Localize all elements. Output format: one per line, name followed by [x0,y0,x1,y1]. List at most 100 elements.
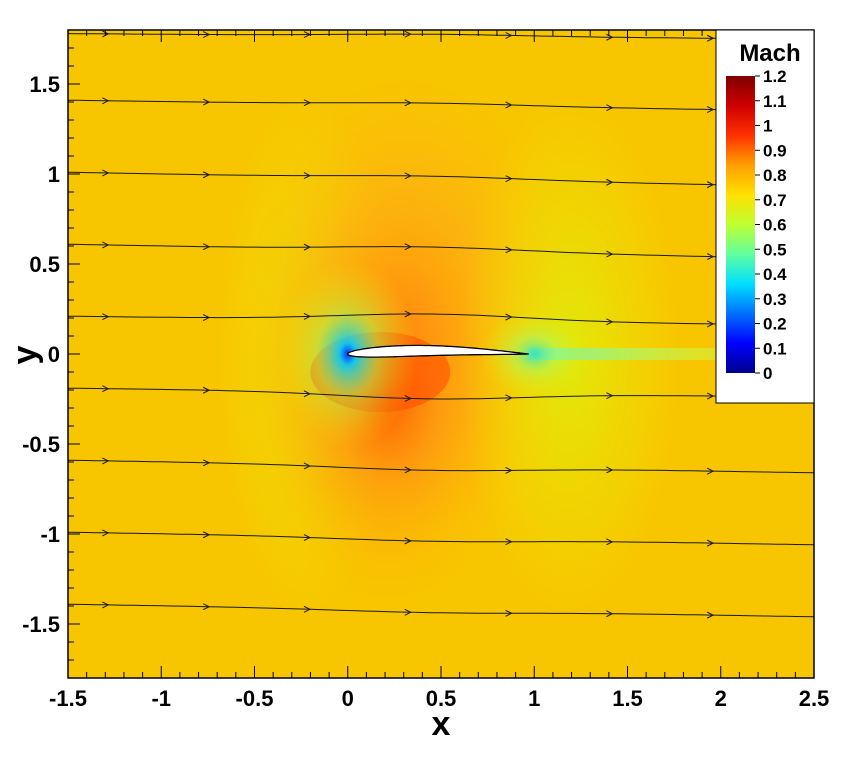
streamline-arrow [202,603,211,611]
streamlines [68,30,814,619]
streamline-arrow [505,175,513,183]
streamline-arrow [404,310,412,318]
x-tick-label: 2.5 [799,686,830,711]
x-axis: -1.5 -1 -0.5 0 0.5 1 1.5 2 2.5 [49,30,829,711]
streamline-arrow [202,531,211,539]
streamline-arrow [606,250,614,258]
streamline-arrow [303,462,312,470]
streamline-arrow [303,312,312,320]
colorbar-label: 0.7 [763,191,787,210]
streamline-arrow [606,538,614,546]
streamline-arrow [202,243,211,251]
streamline-arrow [505,609,513,617]
x-tick-label: 1 [528,686,540,711]
trailing-edge-region [479,309,590,399]
streamline-arrow [706,467,715,475]
streamline-arrow [706,34,715,42]
x-tick-label: 1.5 [612,686,643,711]
x-tick-label: 0 [342,686,354,711]
streamline-arrow [303,390,312,398]
streamline-arrow [706,539,715,547]
x-tick-label: -1.5 [49,686,87,711]
streamline-arrow [606,178,614,186]
streamline [68,243,814,260]
streamline-arrow [505,101,513,109]
streamline-arrow [303,99,312,107]
streamline-arrow [102,313,110,321]
colorbar-label: 0.5 [763,240,787,259]
streamline [68,99,814,112]
colorbar-label: 1.2 [763,67,787,86]
streamline [68,603,814,618]
colorbar-label: 1 [763,117,772,136]
streamline-arrow [102,385,110,393]
streamline [68,387,814,400]
y-axis-title: y [6,345,44,364]
colorbar-label: 0.2 [763,315,787,334]
y-axis: 1.5 1 0.5 0 -0.5 -1 -1.5 [22,29,80,679]
streamline-arrow [505,313,513,321]
streamline-arrow [404,30,412,38]
streamline-arrow [102,601,110,609]
y-tick-label: 0 [48,342,60,367]
streamline-arrow [102,457,110,465]
streamline-arrow [505,538,513,546]
y-tick-label: 0.5 [29,252,60,277]
streamline [68,313,814,326]
y-tick-label: -1.5 [22,612,60,637]
colorbar-legend: Mach 1.2 1.1 1 0.9 0.8 0.7 0.6 0.5 0.4 0.3 0.2 0.1 0 [715,29,815,404]
streamline-arrow [404,537,412,545]
x-tick-label: -0.5 [236,686,274,711]
x-axis-title: x [432,705,451,743]
streamline-arrow [102,241,110,249]
streamline-arrow [303,605,312,613]
streamline-arrow [202,98,211,106]
streamline [68,459,814,474]
colorbar-label: 0.4 [763,265,787,284]
streamline-arrow [202,314,211,321]
streamline-arrow [606,104,614,112]
streamline-arrow [303,534,312,541]
streamline-arrow [706,106,715,113]
streamline-arrow [102,97,110,105]
colorbar [726,76,755,373]
streamline [68,531,814,546]
streamline-arrow [505,394,513,402]
colorbar-label: 0.1 [763,339,787,358]
streamline-arrow [606,466,614,474]
streamline-arrow [505,466,513,474]
streamline-arrow [102,169,110,177]
streamline-arrow [303,172,312,180]
streamline-arrow [505,31,513,39]
colorbar-label: 0.8 [763,166,787,185]
streamline-arrow [706,320,715,328]
streamline-arrow [706,611,715,619]
streamline-arrow [706,181,715,189]
streamline-arrow [202,171,211,179]
colorbar-label: 0.6 [763,216,787,235]
airfoil [347,344,529,358]
streamline [68,171,814,188]
colorbar-label: 0 [763,364,772,383]
y-tick-label: 1.5 [29,72,60,97]
streamline-arrow [404,395,412,402]
streamline-arrow [102,529,110,537]
y-tick-label: -1 [40,522,60,547]
streamline-arrow [606,610,614,618]
y-tick-label: -0.5 [22,432,60,457]
streamline-arrow [303,31,312,38]
streamline-arrow [202,31,211,38]
x-tick-label: 2 [715,686,727,711]
y-tick-label: 1 [48,162,60,187]
streamline-arrow [505,246,513,254]
x-tick-label: -1 [151,686,171,711]
streamline-arrow [404,243,412,251]
legend-title: Mach [739,40,800,67]
colorbar-label: 1.1 [763,92,787,111]
streamline-arrow [404,608,412,616]
colorbar-labels: 1.2 1.1 1 0.9 0.8 0.7 0.6 0.5 0.4 0.3 0.2 0.1 0 [755,67,787,383]
streamline-arrow [706,392,715,400]
streamline-arrow [404,172,412,180]
streamline-arrow [606,392,614,400]
